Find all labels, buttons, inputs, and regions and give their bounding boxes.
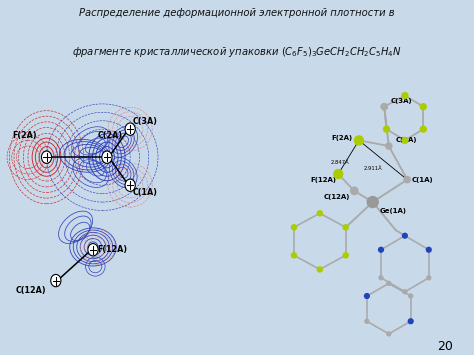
Point bbox=[381, 104, 388, 110]
Point bbox=[403, 177, 411, 182]
Text: C(12A): C(12A) bbox=[323, 194, 350, 200]
Point bbox=[316, 267, 324, 272]
Text: Распределение деформационной электронной плотности в: Распределение деформационной электронной… bbox=[79, 8, 395, 18]
Point bbox=[377, 247, 385, 253]
Text: F(12A): F(12A) bbox=[98, 245, 128, 254]
Text: фрагменте кристаллической упаковки $(C_6F_5)_3GeCH_2CH_2C_5H_4N$: фрагменте кристаллической упаковки $(C_6… bbox=[72, 45, 402, 59]
Text: 2.847Å: 2.847Å bbox=[331, 160, 350, 165]
Point bbox=[335, 171, 342, 177]
Circle shape bbox=[125, 179, 135, 191]
Point bbox=[385, 331, 392, 337]
Text: 2.911Å: 2.911Å bbox=[364, 165, 382, 171]
Text: F(2A): F(2A) bbox=[331, 135, 352, 141]
Point bbox=[401, 93, 409, 98]
Circle shape bbox=[88, 244, 98, 256]
Point bbox=[342, 252, 349, 258]
Point bbox=[401, 137, 409, 143]
Point bbox=[363, 293, 371, 299]
Point bbox=[316, 211, 324, 216]
Point bbox=[290, 224, 298, 230]
Point bbox=[425, 275, 433, 281]
Point bbox=[385, 143, 392, 149]
Text: C(12A): C(12A) bbox=[16, 286, 46, 295]
Point bbox=[407, 318, 414, 324]
Point bbox=[369, 199, 376, 205]
Point bbox=[385, 280, 392, 286]
Circle shape bbox=[125, 123, 135, 135]
Text: C(1A): C(1A) bbox=[412, 177, 433, 182]
Point bbox=[290, 252, 298, 258]
Text: 20: 20 bbox=[438, 340, 454, 353]
Point bbox=[363, 318, 371, 324]
Text: C(2A): C(2A) bbox=[98, 131, 123, 140]
Point bbox=[383, 126, 390, 132]
Text: C(3A): C(3A) bbox=[132, 118, 157, 126]
Point bbox=[425, 247, 433, 253]
Point bbox=[419, 104, 427, 110]
Text: C(3A): C(3A) bbox=[391, 98, 413, 104]
Point bbox=[419, 126, 427, 132]
Point bbox=[407, 293, 414, 299]
Point bbox=[355, 137, 363, 143]
Text: Ge(1A): Ge(1A) bbox=[380, 208, 407, 214]
Text: C(2A): C(2A) bbox=[396, 137, 417, 143]
Point bbox=[342, 224, 349, 230]
Circle shape bbox=[51, 274, 61, 287]
Point bbox=[401, 289, 409, 295]
Circle shape bbox=[41, 151, 52, 163]
Point bbox=[381, 104, 388, 110]
Circle shape bbox=[102, 151, 112, 163]
Text: C(1A): C(1A) bbox=[132, 188, 157, 197]
Text: F(12A): F(12A) bbox=[310, 177, 336, 183]
Point bbox=[377, 275, 385, 280]
Point bbox=[350, 188, 358, 194]
Text: F(2A): F(2A) bbox=[13, 131, 37, 140]
Point bbox=[401, 233, 409, 239]
